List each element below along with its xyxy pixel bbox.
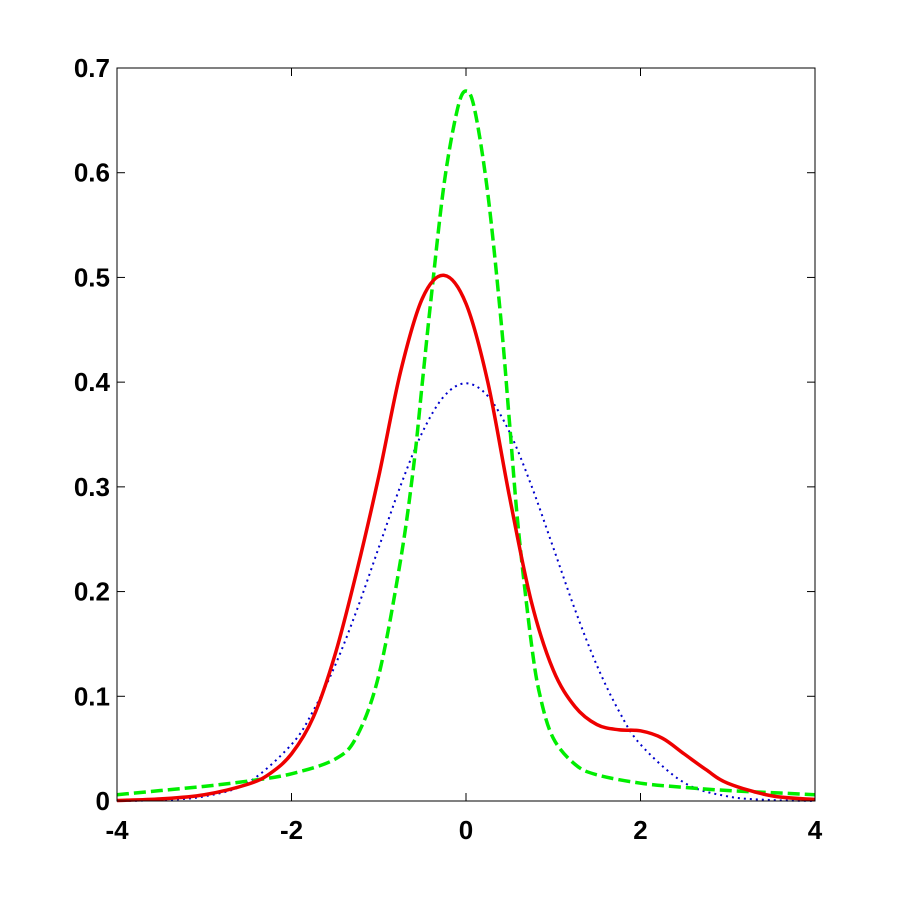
x-tick-label: 4 xyxy=(808,815,823,845)
x-tick-label: 0 xyxy=(459,815,473,845)
x-tick-label: 2 xyxy=(633,815,647,845)
y-tick-label: 0.1 xyxy=(74,681,110,711)
x-tick-label: -4 xyxy=(105,815,129,845)
x-tick-label: -2 xyxy=(280,815,303,845)
y-tick-label: 0.4 xyxy=(74,367,111,397)
y-tick-label: 0 xyxy=(96,786,110,816)
y-tick-label: 0.6 xyxy=(74,158,110,188)
series-line-2-dashed xyxy=(116,89,816,797)
y-tick-label: 0.2 xyxy=(74,577,110,607)
plot-background xyxy=(117,68,815,801)
labels-layer: -4 -2 0 2 4 0 0.1 0.2 0.3 0.4 0.5 0.6 0.7 xyxy=(74,53,823,845)
y-tick-label: 0.5 xyxy=(74,262,110,292)
series-layer xyxy=(116,89,816,803)
plot-frame xyxy=(116,67,816,802)
series-line-3-solid xyxy=(116,273,816,803)
y-tick-label: 0.7 xyxy=(74,53,110,83)
y-tick-label: 0.3 xyxy=(74,472,110,502)
